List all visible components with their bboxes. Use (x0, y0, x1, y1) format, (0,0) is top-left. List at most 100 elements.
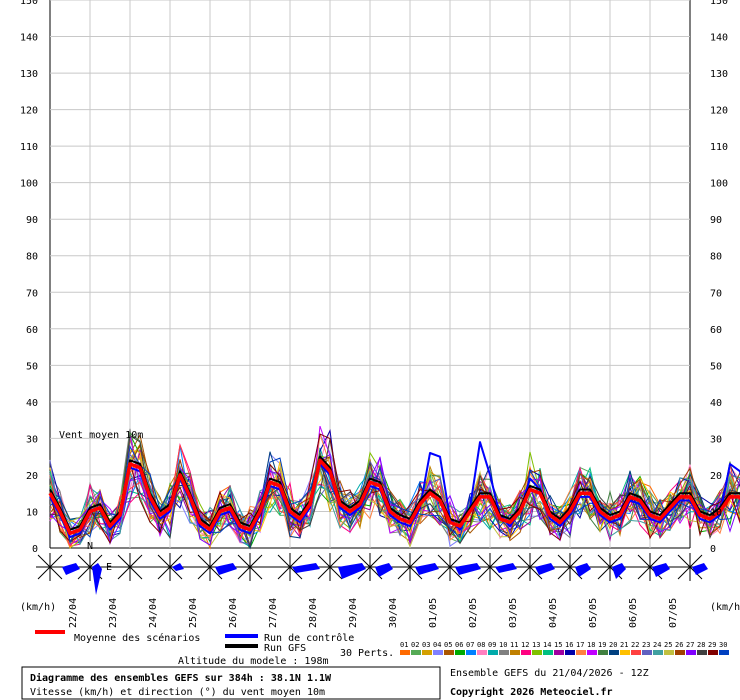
pert-swatch (565, 650, 575, 655)
pert-swatch (466, 650, 476, 655)
pert-swatch (444, 650, 454, 655)
pert-swatch (620, 650, 630, 655)
dir-label-east: E (106, 562, 112, 573)
pert-swatch (653, 650, 663, 655)
perturbation-legend: 01 02 03 04 05 06 07 08 09 10 11 12 13 14 15 16 17 18 19 20… (400, 641, 729, 655)
pert-number: 17 (576, 641, 584, 649)
footer-box (21, 666, 441, 700)
pert-swatch (510, 650, 520, 655)
x-date-label: 06/05 (628, 598, 639, 628)
wind-rose-wedge (692, 563, 708, 575)
wind-rose-wedge (652, 563, 670, 577)
pert-swatch (576, 650, 586, 655)
y-tick-left: 70 (26, 288, 38, 299)
wind-rose-wedge (495, 563, 517, 573)
pert-number: 28 (697, 641, 705, 649)
x-date-label: 30/04 (388, 598, 399, 628)
pert-swatch (433, 650, 443, 655)
pert-number: 24 (653, 641, 661, 649)
pert-swatch (631, 650, 641, 655)
perturbation-lines (49, 425, 740, 550)
pert-number: 10 (499, 641, 507, 649)
y-tick-right: 10 (710, 507, 722, 518)
pert-swatch (587, 650, 597, 655)
pert-number: 03 (422, 641, 430, 649)
pert-number: 30 (719, 641, 727, 649)
unit-right: (km/h) (710, 602, 740, 613)
y-tick-left: 130 (20, 69, 38, 80)
pert-swatch (609, 650, 619, 655)
wind-rose-wedge (612, 563, 626, 579)
x-date-label: 28/04 (308, 598, 319, 628)
main-series-lines (48, 441, 740, 538)
unit-left: (km/h) (20, 602, 56, 613)
y-tick-left: 40 (26, 398, 38, 409)
legend-perts-label: 30 Perts. (340, 648, 394, 659)
pert-swatch (664, 650, 674, 655)
pert-number: 01 (400, 641, 408, 649)
pert-number: 15 (554, 641, 562, 649)
wind-rose-wedge (375, 563, 393, 577)
pert-swatch (675, 650, 685, 655)
x-date-label: 25/04 (188, 598, 199, 628)
pert-number: 14 (543, 641, 551, 649)
wind-rose-wedge (575, 563, 591, 577)
footer-run-info: Ensemble GEFS du 21/04/2026 - 12Z (450, 668, 649, 679)
pert-swatch (708, 650, 718, 655)
y-tick-right: 80 (710, 252, 722, 263)
legend-mean-label: Moyenne des scénarios (74, 632, 200, 644)
y-tick-left: 120 (20, 106, 38, 117)
x-date-label: 23/04 (108, 598, 119, 628)
x-date-label: 22/04 (68, 598, 79, 628)
y-tick-right: 70 (710, 288, 722, 299)
pert-number: 04 (433, 641, 441, 649)
pert-number: 21 (620, 641, 628, 649)
wind-direction-strip: NE (36, 541, 708, 595)
chart-grid (49, 0, 691, 549)
y-tick-right: 90 (710, 215, 722, 226)
pert-swatch (477, 650, 487, 655)
y-tick-left: 140 (20, 33, 38, 44)
wind-rose-wedge (215, 563, 237, 575)
wind-rose-wedge (455, 563, 481, 575)
pert-swatch (488, 650, 498, 655)
y-tick-right: 100 (710, 179, 728, 190)
wind-rose-wedge (338, 563, 366, 579)
pert-number: 25 (664, 641, 672, 649)
pert-swatch (400, 650, 410, 655)
x-date-label: 03/05 (508, 598, 519, 628)
pert-number: 29 (708, 641, 716, 649)
pert-swatch (499, 650, 509, 655)
wind-rose-wedge (535, 563, 555, 575)
y-tick-left: 10 (26, 507, 38, 518)
y-tick-left: 50 (26, 361, 38, 372)
pert-number: 23 (642, 641, 650, 649)
x-date-label: 01/05 (428, 598, 439, 628)
dir-label-north: N (87, 541, 93, 552)
pert-number: 20 (609, 641, 617, 649)
y-tick-left: 100 (20, 179, 38, 190)
x-date-label: 07/05 (668, 598, 679, 628)
pert-swatch (719, 650, 729, 655)
y-tick-right: 20 (710, 471, 722, 482)
pert-swatch (411, 650, 421, 655)
y-tick-left: 60 (26, 325, 38, 336)
pert-number: 16 (565, 641, 573, 649)
x-date-label: 26/04 (228, 598, 239, 628)
y-tick-right: 50 (710, 361, 722, 372)
legend-control-label: Run de contrôle (264, 632, 354, 644)
y-tick-left: 20 (26, 471, 38, 482)
pert-number: 08 (477, 641, 485, 649)
y-tick-right: 110 (710, 142, 728, 153)
pert-swatch (697, 650, 707, 655)
wind-rose-wedge (62, 563, 80, 575)
pert-swatch (455, 650, 465, 655)
wind-rose-wedge (292, 563, 320, 573)
pert-swatch (686, 650, 696, 655)
y-tick-left: 150 (20, 0, 38, 7)
legend-gfs-label: Run GFS (264, 643, 306, 654)
pert-swatch (532, 650, 542, 655)
pert-number: 06 (455, 641, 463, 649)
series-line (48, 458, 740, 536)
